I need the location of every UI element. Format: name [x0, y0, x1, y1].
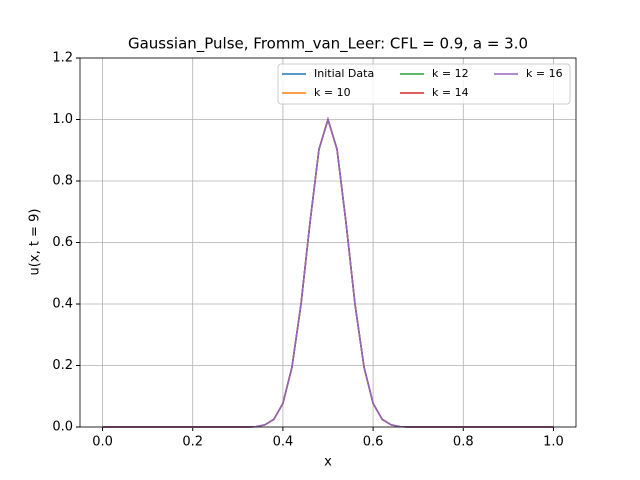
y-axis-label: u(x, t = 9): [28, 209, 43, 276]
legend-label: k = 16: [526, 67, 563, 80]
legend-label: Initial Data: [314, 67, 374, 80]
x-tick-label: 0.8: [453, 435, 474, 450]
y-tick-label: 0.2: [52, 358, 73, 373]
x-tick-label: 0.4: [273, 435, 294, 450]
y-tick-label: 1.0: [52, 112, 73, 127]
x-axis-label: x: [324, 455, 332, 470]
y-tick-label: 0.8: [52, 174, 73, 189]
y-tick-label: 0.4: [52, 297, 73, 312]
y-tick-label: 0.0: [52, 420, 73, 435]
x-tick-label: 0.0: [92, 435, 113, 450]
legend-label: k = 14: [432, 86, 469, 99]
legend-label: k = 12: [432, 67, 469, 80]
x-tick-label: 1.0: [543, 435, 564, 450]
y-tick-label: 1.2: [52, 51, 73, 66]
x-tick-label: 0.6: [363, 435, 384, 450]
x-tick-label: 0.2: [182, 435, 203, 450]
chart-title: Gaussian_Pulse, Fromm_van_Leer: CFL = 0.…: [128, 35, 528, 54]
legend-label: k = 10: [314, 86, 351, 99]
y-tick-label: 0.6: [52, 235, 73, 250]
plot-frame: [79, 57, 577, 428]
